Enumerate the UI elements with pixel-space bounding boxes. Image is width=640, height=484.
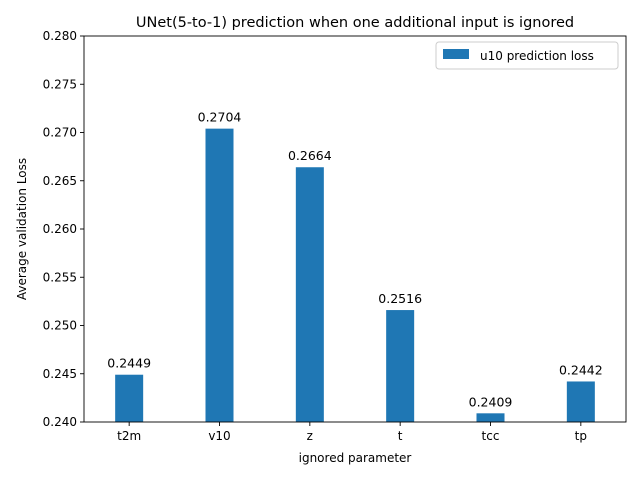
legend: u10 prediction loss <box>435 41 619 70</box>
x-tick-label: tp <box>575 429 587 443</box>
bar-tp <box>566 381 595 422</box>
bar-value-label: 0.2664 <box>288 148 332 163</box>
bar-value-label: 0.2516 <box>378 291 422 306</box>
y-tick-label: 0.275 <box>43 77 77 91</box>
y-axis-label: Average validation Loss <box>15 158 29 300</box>
y-tick-label: 0.270 <box>43 126 77 140</box>
y-tick-label: 0.265 <box>43 174 77 188</box>
legend-swatch <box>443 49 469 59</box>
x-tick-label: z <box>307 429 313 443</box>
bar-value-label: 0.2449 <box>107 356 151 371</box>
legend-label: u10 prediction loss <box>480 49 594 63</box>
y-tick-label: 0.255 <box>43 270 77 284</box>
bar-t <box>386 310 415 422</box>
x-tick-label: t <box>398 429 403 443</box>
x-axis-label: ignored parameter <box>299 451 412 465</box>
bar-tcc <box>476 413 505 422</box>
bar-t2m <box>115 374 144 422</box>
bar-v10 <box>205 128 234 422</box>
y-tick-label: 0.260 <box>43 222 77 236</box>
y-tick-label: 0.280 <box>43 29 77 43</box>
chart-title: UNet(5-to-1) prediction when one additio… <box>136 15 574 31</box>
legend-frame <box>435 41 619 70</box>
bar-value-label: 0.2409 <box>469 394 513 409</box>
bar-value-label: 0.2442 <box>559 362 603 377</box>
x-tick-label: v10 <box>208 429 230 443</box>
y-tick-label: 0.245 <box>43 367 77 381</box>
y-tick-label: 0.250 <box>43 319 77 333</box>
plot-area: 0.2449 t2m 0.2704 v10 0.2664 z 0.2516 t 0.2409 tc… <box>43 29 627 443</box>
x-tick-label: tcc <box>482 429 500 443</box>
axes-frame <box>83 35 627 423</box>
bar-value-label: 0.2704 <box>198 110 242 125</box>
bar-z <box>295 167 324 422</box>
x-tick-label: t2m <box>117 429 141 443</box>
y-tick-label: 0.240 <box>43 415 77 429</box>
